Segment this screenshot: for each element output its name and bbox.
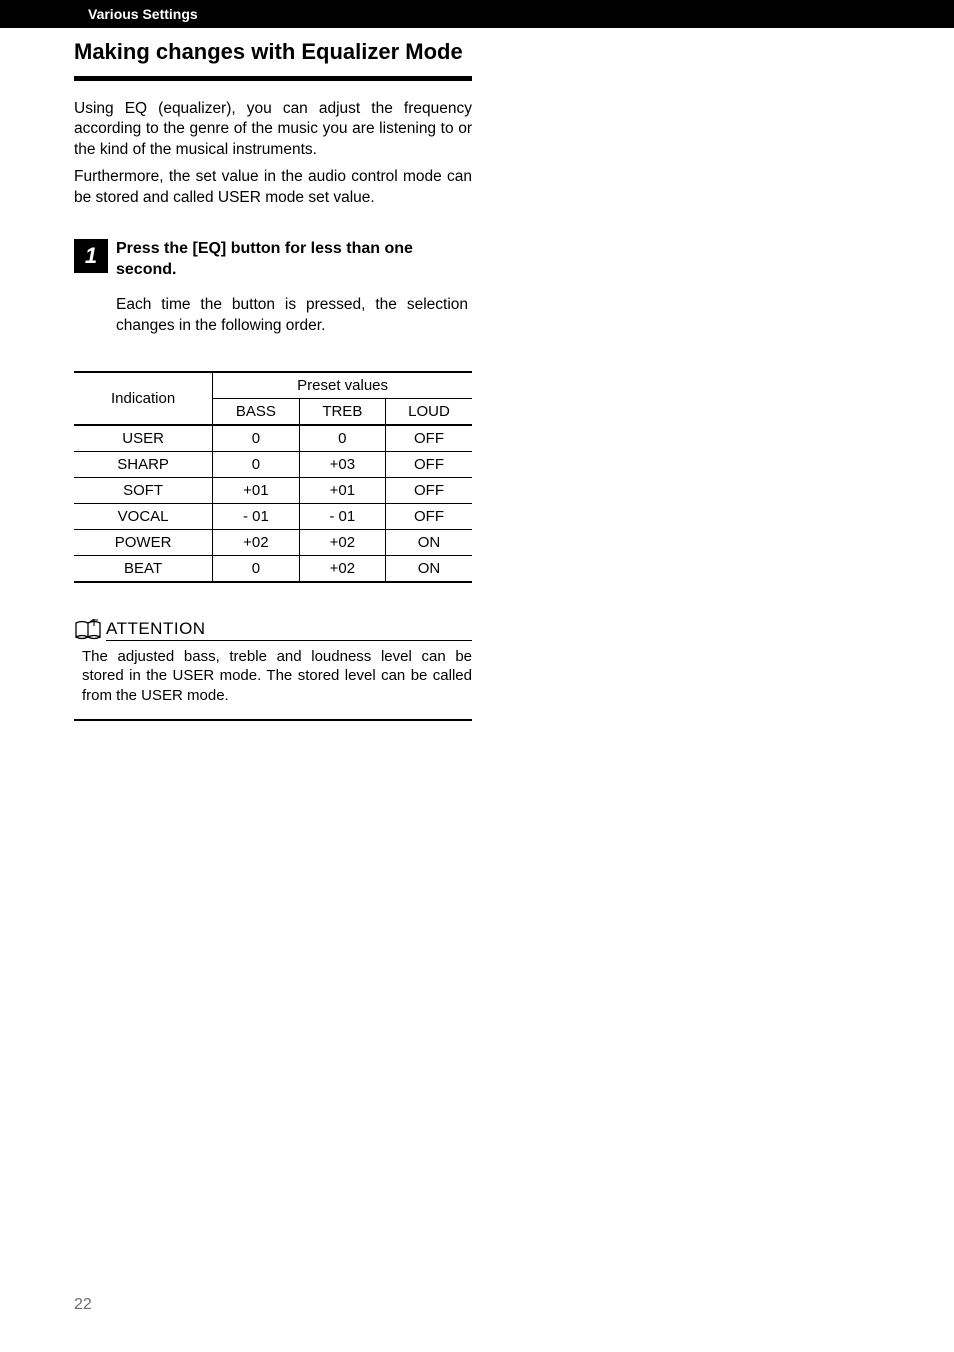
row-name: BEAT [74,555,213,582]
intro-paragraph-2: Furthermore, the set value in the audio … [74,167,472,209]
col-bass: BASS [213,398,299,425]
row-val: +02 [299,555,385,582]
attention-header: ATTENTION [74,619,472,641]
col-treb: TREB [299,398,385,425]
row-val: 0 [299,425,385,452]
content-column: Making changes with Equalizer Mode Using… [74,28,472,721]
preset-values-header: Preset values [213,372,472,399]
page-title: Making changes with Equalizer Mode [74,38,472,76]
step-body: Each time the button is pressed, the sel… [116,295,472,337]
step-heading: Press the [EQ] button for less than one … [116,239,472,281]
preset-table: Indication Preset values BASS TREB LOUD … [74,371,472,583]
row-name: VOCAL [74,503,213,529]
row-val: +01 [213,477,299,503]
header-bar: Various Settings [0,0,954,28]
attention-body: The adjusted bass, treble and loudness l… [74,647,472,706]
attention-label: ATTENTION [106,619,472,641]
book-icon [74,619,102,641]
row-val: 0 [213,451,299,477]
row-val: OFF [386,503,472,529]
row-val: ON [386,555,472,582]
row-name: SOFT [74,477,213,503]
section-label: Various Settings [0,6,198,22]
table-row: BEAT 0 +02 ON [74,555,472,582]
row-val: +02 [213,529,299,555]
attention-block: ATTENTION The adjusted bass, treble and … [74,619,472,722]
table-row: VOCAL - 01 - 01 OFF [74,503,472,529]
intro-paragraph-1: Using EQ (equalizer), you can adjust the… [74,99,472,162]
table-row: SHARP 0 +03 OFF [74,451,472,477]
row-val: - 01 [299,503,385,529]
title-underline [74,76,472,81]
step-block: 1 Press the [EQ] button for less than on… [74,239,472,281]
row-val: OFF [386,425,472,452]
page-number: 22 [74,1296,92,1314]
row-name: POWER [74,529,213,555]
row-val: +03 [299,451,385,477]
indication-header: Indication [74,372,213,425]
step-number-box: 1 [74,239,108,273]
table-row: SOFT +01 +01 OFF [74,477,472,503]
row-val: - 01 [213,503,299,529]
row-name: SHARP [74,451,213,477]
row-name: USER [74,425,213,452]
attention-bottom-rule [74,719,472,721]
row-val: 0 [213,425,299,452]
row-val: OFF [386,477,472,503]
table-header-row-1: Indication Preset values [74,372,472,399]
row-val: OFF [386,451,472,477]
row-val: ON [386,529,472,555]
row-val: +01 [299,477,385,503]
col-loud: LOUD [386,398,472,425]
row-val: 0 [213,555,299,582]
table-row: POWER +02 +02 ON [74,529,472,555]
table-row: USER 0 0 OFF [74,425,472,452]
row-val: +02 [299,529,385,555]
